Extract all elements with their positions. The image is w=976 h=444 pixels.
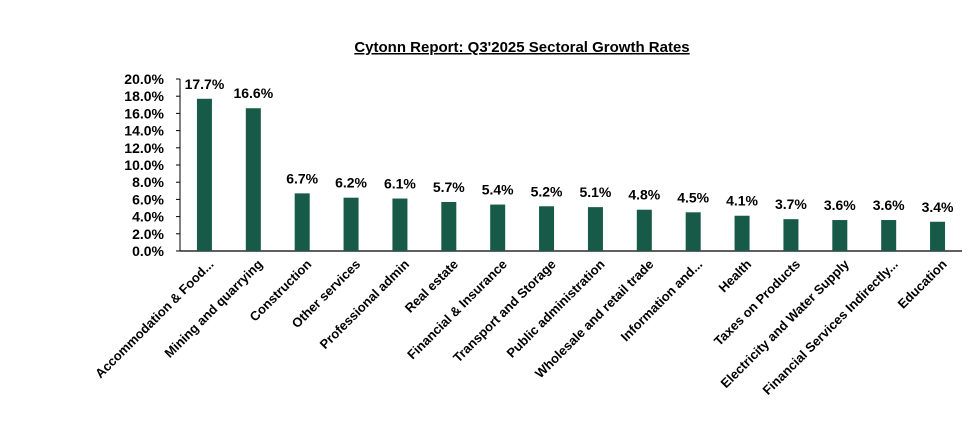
data-label: 3.6% [873, 197, 905, 213]
bar [441, 201, 457, 251]
data-label: 4.8% [628, 187, 660, 203]
bar [294, 193, 310, 251]
category-labels: Accommodation & Food...Mining and quarry… [92, 256, 950, 398]
x-tick-label: Public administration [503, 256, 607, 360]
bar [930, 221, 946, 251]
data-label: 5.2% [531, 183, 563, 199]
data-label: 4.1% [726, 193, 758, 209]
data-label: 3.6% [824, 197, 856, 213]
bar [539, 206, 555, 251]
y-axis: 0.0%2.0%4.0% 6.0%8.0%10.0%12.0%14.0% 16.0%… [124, 71, 181, 259]
y-tick-label: 0.0% [132, 243, 164, 259]
x-tick-label: Professional admin [317, 256, 412, 351]
bar [343, 197, 359, 251]
x-tick-label: Mining and quarrying [161, 256, 265, 360]
y-tick-label: 14.0% [124, 123, 164, 139]
bar [196, 98, 212, 251]
data-label: 4.5% [677, 189, 709, 205]
bar [392, 198, 408, 251]
bar [783, 219, 799, 251]
bar [245, 108, 261, 252]
y-tick-label: 10.0% [124, 157, 164, 173]
data-label: 6.7% [286, 170, 318, 186]
x-tick-label: Health [715, 256, 754, 295]
chart-title: Cytonn Report: Q3'2025 Sectoral Growth R… [354, 39, 689, 56]
data-label: 6.1% [384, 176, 416, 192]
data-labels: 17.7% 16.6% 6.7% 6.2% 6.1% 5.7% 5.4% 5.2% 5.1% 4.… [185, 76, 954, 215]
data-label: 3.4% [922, 199, 954, 215]
y-tick-label: 8.0% [132, 174, 164, 190]
x-tick-label: Education [895, 256, 950, 311]
data-label: 17.7% [185, 76, 225, 92]
bars [196, 98, 946, 252]
data-label: 6.2% [335, 175, 367, 191]
y-tick-label: 20.0% [124, 71, 164, 87]
y-tick-label: 2.0% [132, 226, 164, 242]
bar [734, 215, 750, 251]
bar [636, 209, 652, 251]
data-label: 5.7% [433, 179, 465, 195]
data-label: 16.6% [233, 85, 273, 101]
data-label: 3.7% [775, 196, 807, 212]
y-tick-label: 6.0% [132, 191, 164, 207]
bar [685, 212, 701, 251]
bar [587, 207, 603, 251]
x-tick-label: Information and... [618, 257, 706, 345]
x-tick-label: Taxes on Products [711, 257, 803, 349]
y-tick-label: 18.0% [124, 88, 164, 104]
bar [490, 204, 506, 251]
bar [832, 220, 848, 251]
data-label: 5.4% [482, 182, 514, 198]
bar [881, 220, 897, 251]
y-tick-label: 16.0% [124, 105, 164, 121]
data-label: 5.1% [579, 184, 611, 200]
y-tick-label: 4.0% [132, 209, 164, 225]
y-tick-label: 12.0% [124, 140, 164, 156]
